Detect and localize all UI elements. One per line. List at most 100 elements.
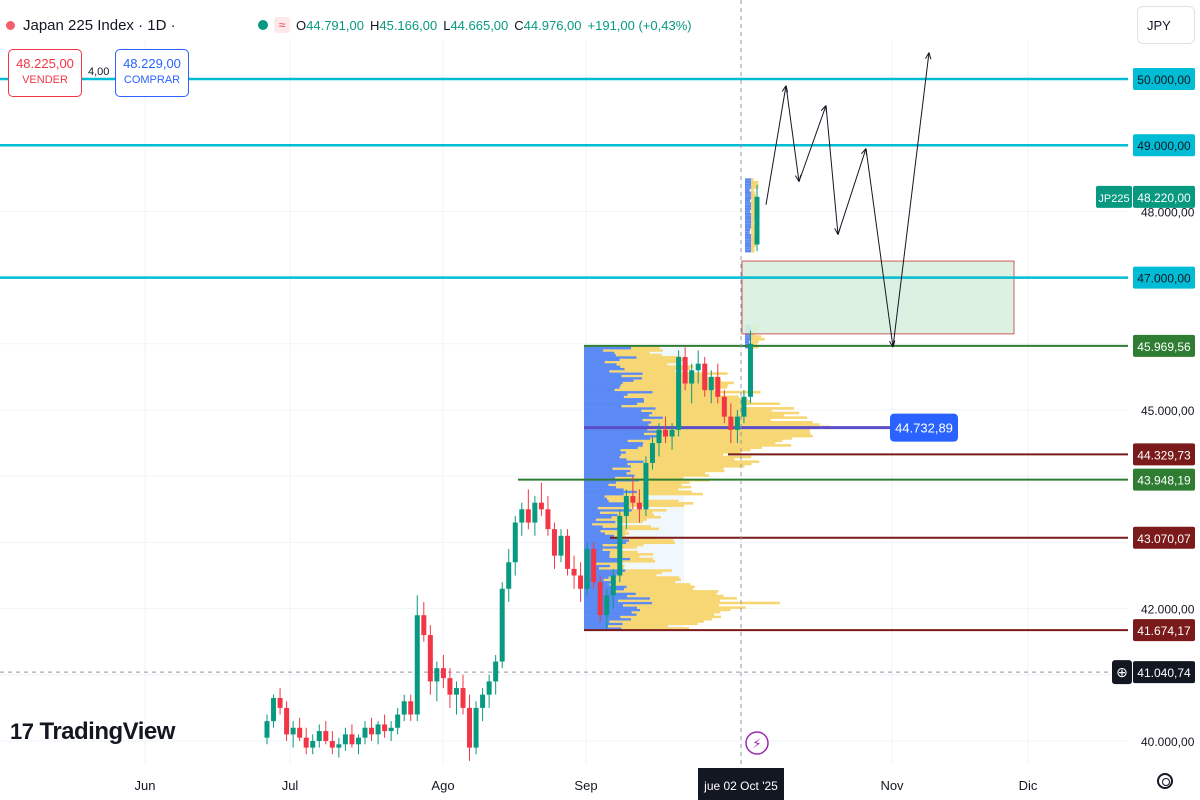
y-tick-label: 48.000,00 xyxy=(1141,205,1195,219)
projection-arrowhead xyxy=(781,85,789,93)
x-tick-label: Ago xyxy=(431,778,454,793)
profile-bar-yellow xyxy=(635,592,717,596)
profile-bar-yellow xyxy=(616,485,692,489)
profile-bar-blue xyxy=(584,613,637,616)
profile-bar-yellow xyxy=(611,515,661,519)
profile-bar-blue xyxy=(584,386,620,389)
level-price-label-bg xyxy=(1133,443,1195,466)
candle-body xyxy=(754,196,760,245)
profile-bar-yellow xyxy=(751,212,757,216)
level-price-label: 47.000,00 xyxy=(1137,272,1191,286)
currency-selector[interactable]: JPY xyxy=(1137,6,1195,44)
level-price-label: 45.969,56 xyxy=(1137,340,1191,354)
candle-body xyxy=(519,509,525,523)
profile-bar-blue xyxy=(745,180,753,184)
profile-bar-yellow xyxy=(620,365,694,368)
level-price-label: 50.000,00 xyxy=(1137,73,1191,87)
profile-bar-yellow xyxy=(620,448,751,452)
symbol-header[interactable]: Japan 225 Index · 1D · xyxy=(6,14,176,36)
candle-body xyxy=(656,429,662,444)
profile-bar-yellow xyxy=(751,345,759,349)
profile-bar-blue xyxy=(584,518,596,521)
profile-bar-blue xyxy=(584,569,626,572)
candle-body xyxy=(702,363,708,391)
profile-bar-yellow xyxy=(620,571,662,575)
profile-bar-blue xyxy=(584,557,631,561)
x-tick-label: Dic xyxy=(1019,778,1038,793)
sell-button[interactable]: 48.225,00 VENDER xyxy=(8,49,82,97)
buy-button[interactable]: 48.229,00 COMPRAR xyxy=(115,49,189,97)
profile-bar-yellow xyxy=(619,455,752,459)
profile-bar-blue xyxy=(584,462,628,466)
profile-bar-yellow xyxy=(751,223,756,226)
profile-bar-yellow xyxy=(751,186,759,189)
profile-bar-blue xyxy=(745,223,752,226)
profile-bar-yellow xyxy=(609,555,640,558)
profile-bar-yellow xyxy=(629,539,674,542)
profile-bar-blue xyxy=(584,416,663,419)
symbol-tag-bg xyxy=(1096,185,1132,208)
profile-bar-yellow xyxy=(751,244,756,248)
profile-bar-blue xyxy=(745,233,756,237)
add-alert-bg xyxy=(1112,660,1132,685)
profile-bar-blue xyxy=(584,583,610,586)
candle-body xyxy=(591,549,597,583)
profile-bar-yellow xyxy=(642,418,771,422)
profile-bar-yellow xyxy=(597,506,632,510)
candle-body xyxy=(623,496,629,516)
profile-bar-blue xyxy=(584,624,609,628)
profile-bar-yellow xyxy=(751,183,759,187)
profile-bar-blue xyxy=(745,191,754,195)
profile-bar-blue xyxy=(584,485,617,489)
profile-bar-blue xyxy=(745,178,753,181)
profile-bar-yellow xyxy=(614,590,719,593)
candle-body xyxy=(558,535,564,556)
profile-bar-yellow xyxy=(751,178,754,181)
close-value: 44.976,00 xyxy=(523,17,582,33)
profile-bar-yellow xyxy=(650,437,792,440)
candle-body xyxy=(747,343,753,397)
profile-bar-blue xyxy=(584,622,623,626)
profile-bar-blue xyxy=(584,529,601,533)
tv-logo-icon: 17 xyxy=(10,719,34,744)
profile-bar-blue xyxy=(745,194,754,197)
profile-bar-blue xyxy=(584,483,609,487)
profile-bar-yellow xyxy=(662,430,810,433)
profile-bar-blue xyxy=(584,413,650,417)
profile-bar-yellow xyxy=(609,620,705,623)
candle-body xyxy=(467,707,473,748)
profile-bar-yellow xyxy=(619,386,728,389)
candle-body xyxy=(421,615,427,636)
profile-bar-yellow xyxy=(643,460,760,463)
profile-bar-blue xyxy=(584,430,663,433)
brand-name: TradingView xyxy=(39,718,175,745)
profile-bar-blue xyxy=(745,340,750,344)
settings-gear-icon[interactable] xyxy=(1157,773,1173,789)
profile-bar-blue xyxy=(745,220,752,224)
profile-bar-yellow xyxy=(630,469,725,473)
profile-bar-blue xyxy=(584,395,624,399)
profile-bar-yellow xyxy=(615,520,644,524)
profile-bar-blue xyxy=(584,351,615,355)
profile-bar-yellow xyxy=(616,573,657,577)
x-tick-label: Sep xyxy=(574,778,597,793)
profile-bar-blue xyxy=(584,520,616,524)
profile-bar-blue xyxy=(745,337,752,341)
high-value: 45.166,00 xyxy=(379,17,438,33)
profile-bar-yellow xyxy=(625,451,741,454)
low-value: 44.665,00 xyxy=(450,17,509,33)
profile-bar-blue xyxy=(584,356,637,359)
profile-bar-yellow xyxy=(609,553,654,556)
symbol-title: Japan 225 Index · 1D · xyxy=(23,16,176,34)
candle-body xyxy=(695,363,701,371)
approx-icon[interactable]: ≈ xyxy=(274,17,290,33)
profile-bar-yellow xyxy=(751,204,756,208)
profile-bar-blue xyxy=(584,404,622,408)
profile-bar-blue xyxy=(584,495,605,498)
profile-bar-blue xyxy=(584,571,621,575)
candle-body xyxy=(473,707,479,748)
profile-bar-blue xyxy=(584,615,621,619)
profile-bar-blue xyxy=(584,346,632,350)
profile-bar-yellow xyxy=(650,597,737,600)
